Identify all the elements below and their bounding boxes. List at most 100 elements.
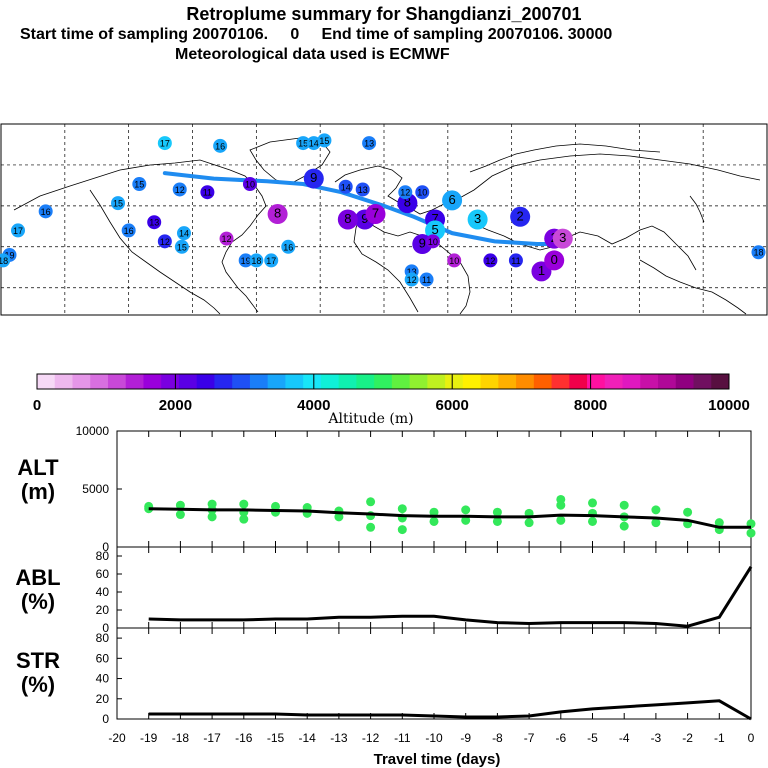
- alt-sample-dot: [619, 500, 629, 510]
- plume-marker-label: 14: [179, 229, 189, 239]
- alt-sample-dot: [366, 522, 376, 532]
- alt-sample-dot: [524, 518, 534, 528]
- coastline-se-asia: [639, 259, 747, 315]
- plume-marker: 11: [200, 185, 215, 200]
- colorbar-swatch: [569, 374, 588, 389]
- colorbar-swatch: [693, 374, 712, 389]
- plume-marker-dot: [447, 253, 462, 268]
- x-tick-label: -4: [619, 731, 630, 745]
- plume-marker: 12: [219, 231, 234, 246]
- plume-marker-dot: [317, 133, 332, 148]
- coastlines: [13, 137, 761, 315]
- plume-marker-label: 18: [753, 248, 763, 258]
- plume-marker-dot: [242, 177, 257, 192]
- plume-marker: 14: [306, 136, 321, 151]
- alt-sample-dot: [144, 504, 154, 514]
- plume-marker: 15: [132, 177, 147, 192]
- plume-marker-label: 10: [428, 237, 438, 247]
- panel-frame: [116, 430, 752, 548]
- colorbar-swatch: [711, 374, 730, 389]
- alt-sample-dot: [175, 500, 185, 510]
- colorbar-swatch: [622, 374, 641, 389]
- plume-marker-dot: [176, 226, 191, 241]
- plume-marker: 14: [176, 226, 191, 241]
- coastline-japan: [689, 195, 705, 223]
- plume-marker: 10: [425, 234, 440, 249]
- map-gridlines: [1, 124, 767, 315]
- colorbar-swatch: [267, 374, 286, 389]
- plume-marker-label: 11: [422, 275, 431, 285]
- plume-marker-label: 6: [448, 192, 455, 207]
- plume-marker-label: 15: [319, 136, 329, 146]
- alt-sample-dot: [366, 497, 376, 507]
- y-tick-label: 80: [96, 631, 110, 645]
- panel-label: ABL: [15, 565, 60, 590]
- sampling-time-line: Start time of sampling 20070106. 0 End t…: [20, 26, 613, 43]
- plume-marker-dot: [0, 253, 11, 268]
- plume-marker-label: 10: [245, 180, 255, 190]
- coastline-west-americas: [89, 189, 221, 315]
- y-tick-label: 0: [102, 621, 109, 635]
- alt-sample-dot: [619, 521, 629, 531]
- plume-marker-dot: [510, 206, 531, 227]
- plume-marker: 0: [544, 250, 565, 271]
- plume-marker: 10: [415, 185, 430, 200]
- colorbar-swatch: [498, 374, 517, 389]
- colorbar-swatch: [658, 374, 677, 389]
- plume-marker-label: 13: [358, 185, 368, 195]
- colorbar-swatch: [178, 374, 198, 389]
- plume-marker-dot: [442, 190, 463, 211]
- x-tick-label: -15: [267, 731, 285, 745]
- plume-marker-label: 13: [407, 267, 417, 277]
- plume-marker-label: 8: [404, 195, 411, 210]
- x-tick-label: -8: [492, 731, 503, 745]
- colorbar-tick-label: 6000: [436, 397, 469, 414]
- plume-marker-dot: [213, 138, 228, 153]
- plume-marker: 13: [147, 215, 162, 230]
- plume-marker: 17: [11, 223, 26, 238]
- x-tick-label: -2: [682, 731, 693, 745]
- x-tick-label: -18: [172, 731, 190, 745]
- plume-marker-label: 16: [215, 141, 225, 151]
- plume-marker: 16: [121, 223, 136, 238]
- plume-marker: 18: [751, 245, 766, 260]
- x-tick-label: -16: [235, 731, 253, 745]
- alt-sample-dot: [492, 507, 502, 517]
- plume-marker: 10: [242, 177, 257, 192]
- plume-marker-label: 19: [5, 250, 15, 260]
- plume-marker-label: 18: [251, 256, 261, 266]
- plume-marker-dot: [483, 253, 498, 268]
- x-tick-label: -19: [140, 731, 158, 745]
- plume-marker-dot: [157, 234, 172, 249]
- alt-sample-dot: [239, 499, 249, 509]
- plume-marker-label: 16: [283, 242, 293, 252]
- plume-marker-label: 7: [431, 211, 438, 226]
- plume-marker-label: 12: [160, 237, 170, 247]
- x-tick-label: -13: [330, 731, 348, 745]
- plume-marker-label: 3: [559, 230, 566, 245]
- colorbar-swatch: [338, 374, 357, 389]
- coastline-europe: [334, 165, 457, 215]
- plume-marker-label: 12: [485, 256, 495, 266]
- plume-marker-dot: [355, 182, 370, 197]
- alt-sample-dot: [429, 516, 439, 526]
- colorbar-swatch: [54, 374, 73, 389]
- plume-marker: 16: [213, 138, 228, 153]
- plume-marker-label: 15: [134, 180, 144, 190]
- plume-marker: 13: [355, 182, 370, 197]
- plume-marker: 3: [467, 209, 488, 230]
- plume-marker-dot: [132, 177, 147, 192]
- plume-marker-label: 14: [341, 182, 351, 192]
- plume-marker: 14: [338, 179, 353, 194]
- plume-marker: 9: [303, 168, 324, 189]
- plume-marker-dot: [338, 179, 353, 194]
- plume-marker-label: 2: [517, 208, 524, 223]
- x-axis-title: Travel time (days): [374, 751, 501, 768]
- coastline-north-america: [13, 159, 267, 313]
- colorbar-swatch: [409, 374, 428, 389]
- plume-marker: 12: [483, 253, 498, 268]
- plume-marker: 19: [238, 253, 253, 268]
- colorbar-swatch: [675, 374, 695, 389]
- plume-marker: 15: [174, 239, 189, 254]
